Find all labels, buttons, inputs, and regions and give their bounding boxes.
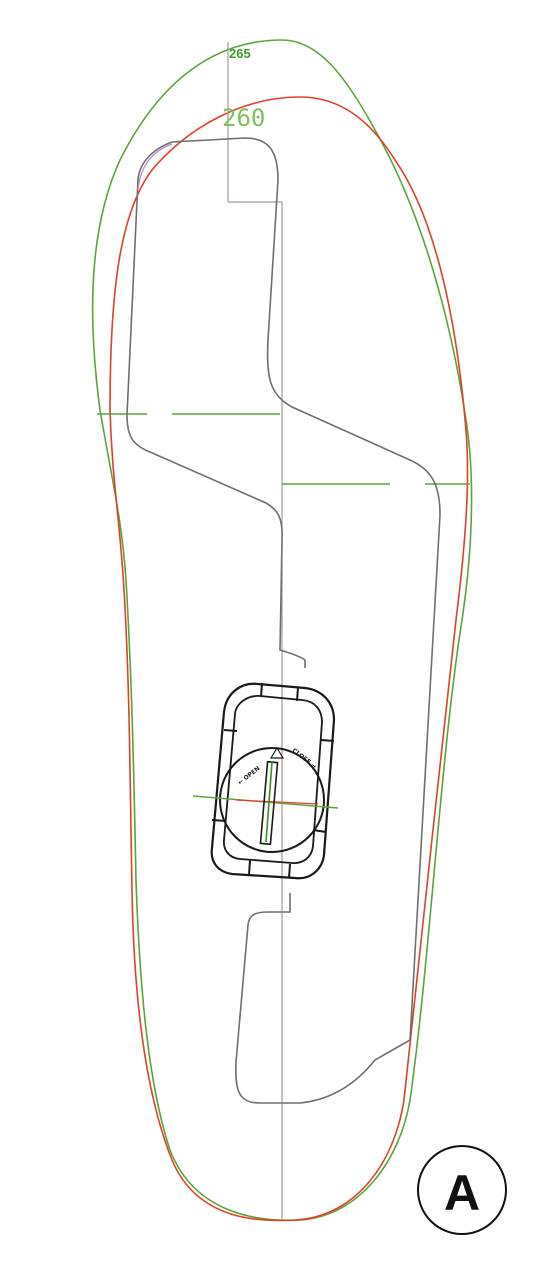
dial-knob	[219, 747, 325, 853]
dial-close-label: CLOSE →	[291, 747, 318, 770]
toe-axis-bracket	[227, 42, 282, 203]
upper-cutout-highlight	[137, 143, 173, 191]
heel-cutout-outline	[235, 893, 411, 1104]
panel-letter: A	[444, 1165, 480, 1221]
inner-sole-outline-260	[109, 96, 469, 1222]
dial-indicator-needle	[265, 761, 273, 843]
panel-badge: A	[417, 1145, 507, 1235]
dial-housing-outer-ring	[210, 682, 336, 880]
dial-cross-line-red	[235, 799, 319, 805]
dial-housing-inner-ring	[223, 695, 323, 864]
panel-badge-circle	[417, 1145, 507, 1235]
closure-dial-housing: ← OPEN CLOSE →	[192, 682, 339, 880]
size-label-260: 260	[222, 104, 265, 132]
dial-open-label: ← OPEN	[237, 765, 262, 786]
dial-housing-ticks	[211, 682, 335, 879]
dial-pointer-triangle	[269, 746, 285, 759]
outer-sole-outline-265	[91, 39, 473, 1222]
size-label-265: 265	[229, 46, 251, 61]
upper-cutout-outline	[126, 137, 441, 1041]
